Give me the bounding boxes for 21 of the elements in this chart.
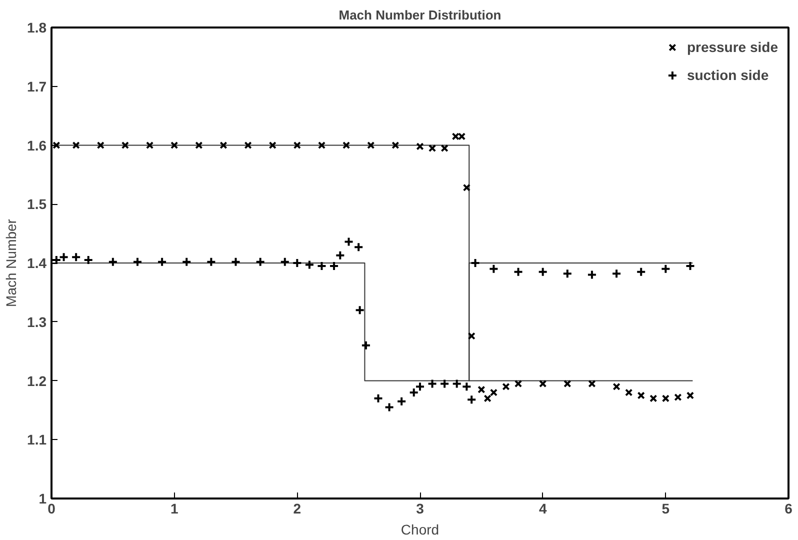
y-tick-label: 1.1 — [27, 432, 47, 448]
chart-title: Mach Number Distribution — [338, 8, 502, 22]
x-tick-label: 0 — [48, 500, 56, 516]
x-tick-label: 6 — [784, 500, 793, 516]
y-tick-label: 1.6 — [27, 137, 47, 154]
y-tick-label: 1.3 — [27, 314, 47, 330]
y-tick-label: 1.8 — [27, 20, 47, 36]
legend-label: pressure side — [686, 39, 778, 55]
x-tick-label: 5 — [662, 500, 670, 516]
y-tick-label: 1.2 — [27, 372, 47, 389]
y-tick-label: 1.4 — [27, 255, 47, 271]
y-tick-label: 1 — [38, 490, 47, 506]
y-tick-label: 1.7 — [27, 78, 47, 94]
x-tick-label: 3 — [416, 500, 424, 516]
x-tick-label: 2 — [293, 500, 302, 516]
x-axis-title: Chord — [400, 522, 440, 538]
y-axis-title: Mach Number — [3, 218, 20, 307]
x-tick-label: 4 — [538, 500, 547, 516]
x-tick-label: 1 — [170, 500, 178, 516]
legend-label: suction side — [686, 67, 769, 83]
y-tick-label: 1.5 — [27, 196, 47, 212]
